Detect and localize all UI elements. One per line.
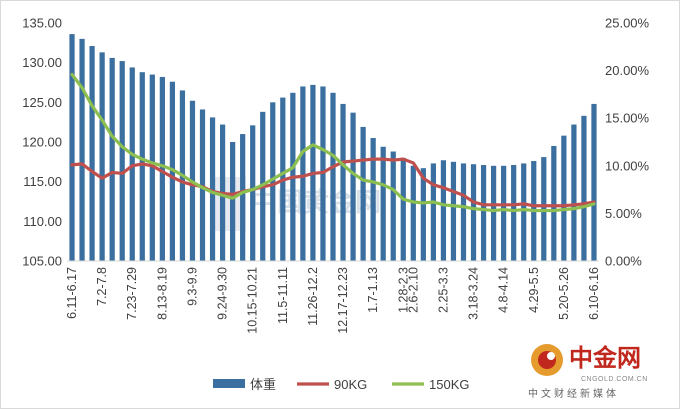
bar-4.15-4.21: [511, 165, 517, 261]
legend-label-2: 150KG: [429, 377, 469, 392]
bar-6.10-6.16: [591, 103, 597, 261]
y-left-tick-label: 125.00: [22, 95, 62, 110]
bar-12.31-1.6: [360, 126, 366, 262]
y-left-tick-label: 105.00: [22, 254, 62, 269]
x-tick-label: 6.11-6.17: [65, 267, 79, 319]
bar-5.27-6.2: [571, 124, 577, 261]
y-right-tick-label: 25.00%: [605, 16, 650, 31]
logo-site-text: CNGOLD.COM.CN: [581, 376, 648, 383]
y-left-tick-label: 115.00: [23, 174, 62, 189]
bar-12.24-12.30: [350, 112, 356, 262]
x-tick-label: 5.20-5.26: [557, 267, 571, 320]
bar-1.21-1.27: [390, 151, 396, 261]
axes: 105.00 110.00 115.00 120.00 125.00 130.00 135.…: [22, 16, 649, 334]
bar-3.18-3.24: [470, 164, 477, 261]
cngold-logo: 中金网 CNGOLD.COM.CN 中文财经新媒体: [528, 344, 648, 400]
x-tick-label: 1.28-2.3: [396, 267, 410, 313]
bar-7.30-8.5: [139, 72, 145, 261]
legend-label-0: 体重: [250, 377, 276, 392]
bar-2.11-2.17: [420, 168, 426, 261]
bar-8.6-8.12: [149, 74, 155, 261]
logo-tagline-text: 中文财经新媒体: [528, 387, 619, 400]
y-right-tick-label: 20.00%: [605, 63, 650, 78]
line-150KG: [70, 72, 596, 213]
bar-3.4-3.10: [450, 161, 457, 261]
bar-7.16-7.22: [119, 61, 125, 261]
bar-3.25-3.31: [480, 165, 487, 261]
x-tick-label: 7.23-7.29: [125, 267, 139, 320]
bar-10.1-10.7: [230, 142, 236, 261]
bar-10.15-10.21: [250, 125, 256, 261]
bar-5.13-5.19: [551, 145, 557, 261]
y-right-tick-label: 5.00%: [605, 206, 642, 221]
bar-1.28-2.3: [400, 157, 406, 261]
legend-swatch-0: [213, 379, 245, 388]
y-right-tick-label: 10.00%: [605, 158, 650, 173]
bar-8.13-8.19: [159, 76, 165, 261]
bar-2.18-2.24: [430, 163, 436, 261]
bar-6.25-7.1: [89, 46, 95, 262]
legend: 体重 90KG 150KG: [213, 377, 469, 392]
line-90KG: [70, 157, 596, 208]
x-tick-label: 10.15-10.21: [246, 267, 260, 334]
bar-9.17-9.23: [209, 117, 216, 261]
bar-4.22-4.28: [521, 163, 527, 261]
bar-3.11-3.17: [460, 163, 467, 261]
bar-2.25-3.3: [440, 160, 447, 261]
x-tick-label: 3.18-3.24: [467, 267, 481, 320]
x-tick-label: 6.10-6.16: [587, 267, 601, 320]
x-tick-label: 7.2-7.8: [95, 267, 109, 306]
legend-label-1: 90KG: [334, 377, 367, 392]
y-left-tick-label: 110.00: [23, 214, 62, 229]
bar-4.8-4.14: [501, 165, 507, 261]
line-series-group: [70, 72, 596, 213]
bar-12.10-12.16: [330, 92, 336, 261]
bar-10.8-10.14: [240, 134, 246, 261]
y-right-tick-label: 15.00%: [605, 111, 650, 126]
bar-6.11-6.17: [69, 34, 75, 261]
bar-7.9-7.15: [109, 57, 115, 261]
bar-7.2-7.8: [99, 52, 105, 261]
y-right-tick-label: 0.00%: [605, 254, 642, 269]
watermark: 中国黄金网: [214, 177, 381, 231]
x-tick-label: 9.3-9.9: [185, 267, 199, 306]
x-tick-label: 12.17-12.23: [336, 267, 350, 334]
x-tick-label: 11.26-12.2: [306, 267, 320, 326]
bar-4.1-4.7: [490, 165, 497, 261]
x-tick-label: 11.5-11.11: [276, 267, 290, 324]
x-tick-label: 9.24-9.30: [216, 267, 230, 320]
bar-10.29-11.4: [270, 102, 276, 261]
bar-1.14-1.20: [380, 146, 386, 261]
y-left-tick-label: 135.00: [22, 16, 62, 31]
bar-series-weight: [69, 34, 597, 262]
x-tick-label: 2.6-2.10: [406, 267, 420, 313]
bar-11.19-11.25: [300, 86, 306, 261]
logo-emblem-dot: [547, 352, 555, 360]
bar-1.7-1.13: [370, 138, 376, 261]
y-left-tick-label: 130.00: [22, 55, 62, 70]
x-tick-label: 2.25-3.3: [436, 267, 450, 313]
x-tick-label: 4.8-4.14: [497, 267, 511, 313]
x-tick-label: 4.29-5.5: [527, 267, 541, 313]
logo-main-text: 中金网: [569, 344, 641, 372]
bar-6.18-6.24: [79, 38, 85, 262]
bar-2.4-2.10: [410, 165, 416, 261]
x-tick-label: 8.13-8.19: [155, 267, 169, 320]
bar-6.3-6.9: [581, 115, 587, 261]
x-tick-label: 1.7-1.13: [366, 267, 380, 313]
bar-12.17-12.23: [340, 103, 346, 261]
y-left-tick-label: 120.00: [22, 135, 62, 150]
bar-5.20-5.26: [561, 135, 567, 261]
